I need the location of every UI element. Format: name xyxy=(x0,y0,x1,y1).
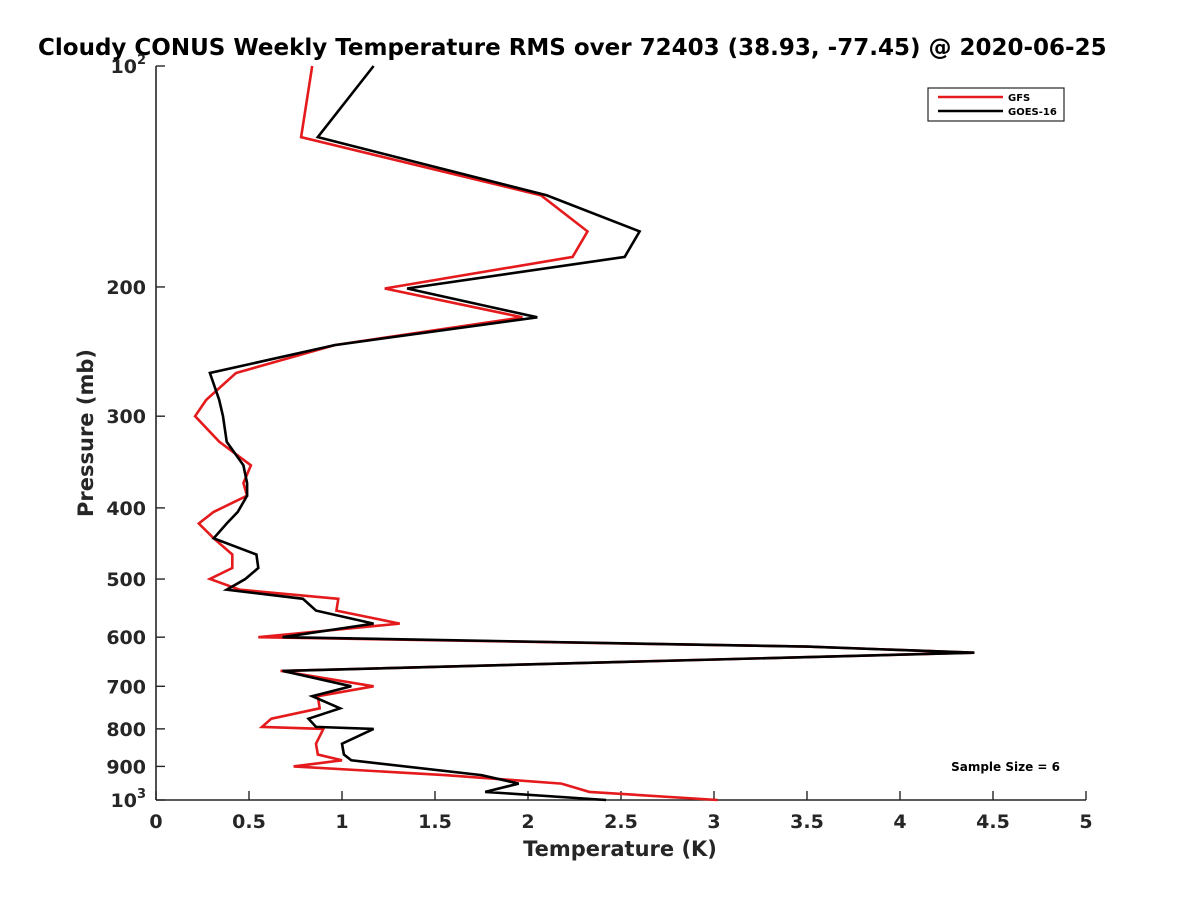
y-tick-label: 600 xyxy=(106,627,146,649)
chart-title: Cloudy CONUS Weekly Temperature RMS over… xyxy=(38,35,1107,61)
x-tick-label: 1.5 xyxy=(418,811,452,833)
x-tick-label: 2.5 xyxy=(604,811,638,833)
y-tick-label: 300 xyxy=(106,406,146,428)
sample-size-annotation: Sample Size = 6 xyxy=(951,760,1060,774)
y-tick-label: 900 xyxy=(106,756,146,778)
x-tick-label: 4.5 xyxy=(976,811,1010,833)
y-tick-label: 102 xyxy=(111,53,147,78)
y-tick-label: 800 xyxy=(106,719,146,741)
y-tick-label: 103 xyxy=(111,787,147,812)
x-tick-label: 2 xyxy=(521,811,534,833)
x-tick-label: 1 xyxy=(335,811,348,833)
x-tick-label: 4 xyxy=(893,811,906,833)
legend-label: GOES-16 xyxy=(1008,107,1057,118)
x-tick-label: 0 xyxy=(149,811,162,833)
x-tick-label: 5 xyxy=(1079,811,1092,833)
y-tick-label: 500 xyxy=(106,569,146,591)
x-axis-label: Temperature (K) xyxy=(523,837,717,861)
x-tick-label: 3 xyxy=(707,811,720,833)
x-tick-label: 3.5 xyxy=(790,811,824,833)
series-layer xyxy=(193,65,975,802)
y-tick-label: 400 xyxy=(106,498,146,520)
series-line-goes-16 xyxy=(208,65,975,802)
legend: GFS GOES-16 xyxy=(927,87,1065,122)
y-tick-label: 700 xyxy=(106,676,146,698)
axes: 0 0.5 1 1.5 2 2.5 3 3.5 4 4.5 5 102 200 300 400 500 600 7… xyxy=(106,53,1092,833)
x-tick-label: 0.5 xyxy=(232,811,266,833)
y-tick-label: 200 xyxy=(106,277,146,299)
y-axis-label: Pressure (mb) xyxy=(74,349,98,517)
legend-box xyxy=(927,87,1065,122)
legend-label: GFS xyxy=(1008,93,1030,104)
series-line-gfs xyxy=(193,65,975,802)
